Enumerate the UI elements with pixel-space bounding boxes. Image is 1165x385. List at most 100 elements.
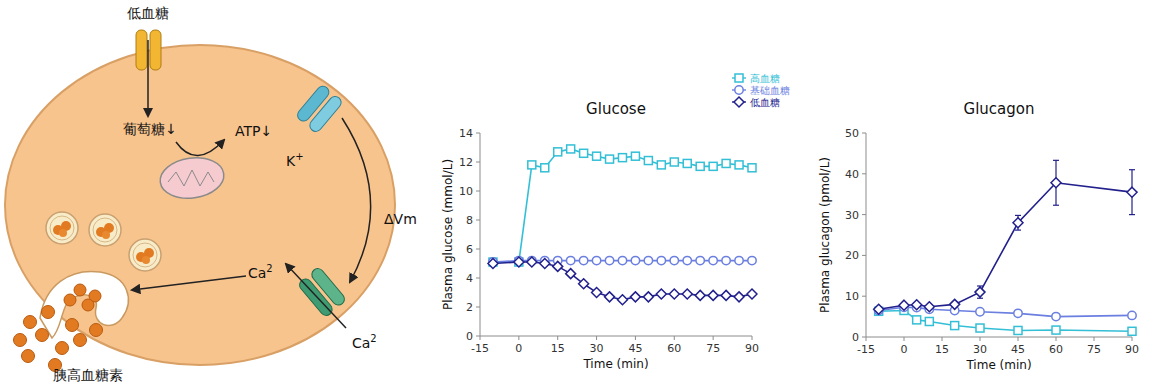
legend-label: 低血糖 <box>750 97 780 108</box>
x-tick <box>713 336 714 340</box>
released-granule <box>24 316 37 329</box>
data-point <box>657 161 665 169</box>
data-point <box>976 308 984 316</box>
data-point <box>925 317 933 325</box>
y-tick <box>476 307 480 308</box>
released-granule <box>56 342 69 355</box>
legend-marker <box>735 86 743 94</box>
data-point <box>748 164 756 172</box>
label: 低血糖 <box>127 5 169 21</box>
data-point <box>528 161 536 169</box>
data-point <box>631 152 639 160</box>
data-point <box>606 155 614 163</box>
data-point <box>735 161 743 169</box>
label: ATP↓ <box>235 123 272 139</box>
legend-marker <box>734 97 744 107</box>
granule <box>102 231 110 239</box>
data-point <box>657 256 665 264</box>
arrow <box>132 276 246 290</box>
label-text: Ca <box>352 335 370 351</box>
x-tick <box>596 336 597 340</box>
x-tick-label: 60 <box>667 342 681 355</box>
y-tick-label: 20 <box>845 249 859 262</box>
data-point <box>683 159 691 167</box>
channel-part <box>150 30 161 70</box>
x-tick <box>1132 337 1133 341</box>
data-point <box>605 292 615 302</box>
x-tick-label: 30 <box>590 342 604 355</box>
x-tick-label: 75 <box>706 342 720 355</box>
data-point <box>709 162 717 170</box>
y-tick <box>862 337 866 338</box>
error-bar-cap <box>1015 215 1021 216</box>
arrow <box>286 264 346 328</box>
x-tick-label: -15 <box>471 342 489 355</box>
y-tick <box>476 249 480 250</box>
label-sup: + <box>295 151 303 162</box>
cell <box>5 45 395 365</box>
x-tick <box>518 336 519 340</box>
x-tick-label: 0 <box>901 343 908 356</box>
error-bar-cap <box>1015 230 1021 231</box>
x-tick <box>752 336 753 340</box>
x-tick <box>1094 337 1095 341</box>
data-point <box>734 292 744 302</box>
y-tick-label: 8 <box>466 214 473 227</box>
data-point <box>696 162 704 170</box>
label-sup: 2 <box>370 333 376 344</box>
arrow <box>147 40 149 116</box>
data-point <box>899 300 909 310</box>
data-point <box>912 300 922 310</box>
x-tick <box>557 336 558 340</box>
data-point <box>593 152 601 160</box>
released-granule <box>90 324 103 337</box>
x-tick-label: 15 <box>935 343 949 356</box>
data-point <box>670 256 678 264</box>
data-point <box>747 289 757 299</box>
data-point <box>605 256 613 264</box>
data-point <box>580 149 588 157</box>
data-point <box>540 259 550 269</box>
data-point <box>515 258 523 266</box>
y-tick <box>476 220 480 221</box>
data-point <box>566 256 574 264</box>
x-tick <box>904 337 905 341</box>
y-axis-label: Plasma glucagon (pmol/L) <box>818 157 832 313</box>
x-tick <box>980 337 981 341</box>
data-point <box>514 257 524 267</box>
label-text: Ca <box>248 265 266 281</box>
y-tick-label: 50 <box>845 127 859 140</box>
error-bar-cap <box>1053 205 1059 206</box>
x-axis-label: Time (min) <box>965 358 1031 372</box>
data-point <box>874 304 884 314</box>
x-tick <box>674 336 675 340</box>
released-granule <box>36 329 49 342</box>
granule <box>64 294 76 306</box>
x-tick <box>480 336 481 340</box>
y-tick <box>862 214 866 215</box>
y-tick <box>476 278 480 279</box>
y-tick-label: 10 <box>459 185 473 198</box>
x-tick-label: 90 <box>1125 343 1139 356</box>
data-point <box>951 322 959 330</box>
data-point <box>656 289 666 299</box>
data-point <box>488 259 498 269</box>
data-point <box>592 256 600 264</box>
legend-label: 高血糖 <box>750 73 780 84</box>
data-point <box>722 256 730 264</box>
data-point <box>708 290 718 300</box>
y-tick-label: 30 <box>845 209 859 222</box>
label: 胰高血糖素 <box>53 367 123 383</box>
error-bar-cap <box>1053 160 1059 161</box>
data-point <box>669 289 679 299</box>
data-point <box>618 154 626 162</box>
data-point <box>924 302 934 312</box>
x-tick-label: -15 <box>857 343 875 356</box>
x-tick-label: 75 <box>1087 343 1101 356</box>
data-point <box>696 256 704 264</box>
data-point <box>579 279 589 289</box>
data-point <box>950 299 960 309</box>
y-tick <box>476 191 480 192</box>
label: ΔVm <box>384 211 417 227</box>
granule <box>74 284 86 296</box>
